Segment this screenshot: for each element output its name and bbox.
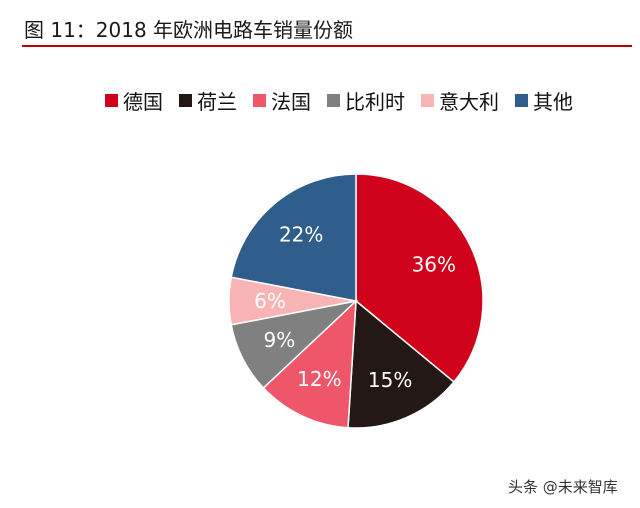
watermark: 头条 @未来智库 bbox=[508, 478, 618, 496]
legend-item: 法国 bbox=[253, 86, 311, 115]
legend-swatch bbox=[253, 94, 266, 107]
legend-swatch bbox=[179, 94, 192, 107]
legend-swatch bbox=[327, 94, 340, 107]
legend-item: 荷兰 bbox=[179, 86, 237, 115]
slice-value-label: 15% bbox=[368, 368, 412, 392]
pie-slice bbox=[355, 173, 484, 384]
figure-title: 图 11：2018 年欧洲电路车销量份额 bbox=[24, 18, 354, 42]
title-divider bbox=[22, 45, 632, 47]
legend-swatch bbox=[421, 94, 434, 107]
slice-value-label: 6% bbox=[254, 289, 286, 313]
pie-slice bbox=[230, 173, 357, 302]
slice-value-label: 22% bbox=[279, 223, 323, 247]
pie-slice bbox=[262, 299, 357, 429]
legend-label: 意大利 bbox=[439, 90, 499, 114]
legend-item: 其他 bbox=[515, 86, 573, 115]
legend-swatch bbox=[105, 94, 118, 107]
legend-swatch bbox=[515, 94, 528, 107]
chart-legend: 德国 荷兰 法国 比利时 意大利 其他 bbox=[105, 86, 573, 115]
pie-slice bbox=[347, 299, 455, 429]
legend-label: 比利时 bbox=[345, 90, 405, 114]
legend-label: 荷兰 bbox=[197, 90, 237, 114]
legend-label: 其他 bbox=[533, 90, 573, 114]
legend-item: 德国 bbox=[105, 86, 163, 115]
slice-value-label: 36% bbox=[412, 252, 456, 276]
slice-value-label: 12% bbox=[297, 367, 341, 391]
legend-label: 德国 bbox=[123, 90, 163, 114]
legend-item: 意大利 bbox=[421, 86, 499, 115]
slice-value-label: 9% bbox=[264, 328, 296, 352]
legend-label: 法国 bbox=[271, 90, 311, 114]
legend-item: 比利时 bbox=[327, 86, 405, 115]
